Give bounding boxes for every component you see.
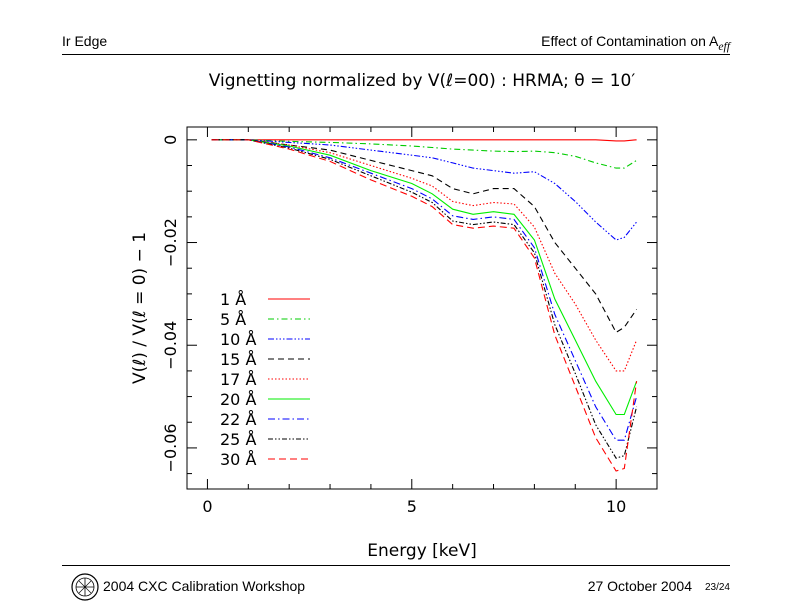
y-axis-label: V(ℓ) / V(ℓ = 0) − 1 [130,232,150,384]
x-tick-label: 10 [606,497,626,516]
legend-label: 25 Å [220,430,256,449]
series-line-7 [211,139,638,441]
legend-label: 22 Å [220,410,256,429]
chart-title: Vignetting normalized by V(ℓ=00) : HRMA;… [209,71,636,91]
header-title-text: Effect of Contamination on A [541,33,719,49]
series-line-5 [211,139,638,372]
header-rule [62,54,730,55]
series-line-1 [211,139,637,142]
series-line-9 [211,139,638,472]
header-title-subscript: eff [718,39,730,53]
y-tick-label: −0.06 [161,423,180,472]
footer-page-number: 23/24 [704,582,730,593]
cxc-logo-icon [71,573,99,601]
y-tick-label: 0 [161,135,180,145]
x-axis-label: Energy [keV] [367,541,477,561]
footer-rule [62,565,730,566]
legend-label: 10 Å [220,330,256,349]
series-line-2 [211,139,637,169]
legend-label: 30 Å [220,450,256,469]
series-line-6 [211,139,638,416]
header-section-title: Ir Edge [62,33,108,49]
series-line-3 [211,139,638,241]
x-tick-label: 5 [407,497,417,516]
series-line-4 [211,139,638,334]
x-tick-label: 0 [202,497,212,516]
series-line-8 [211,139,638,459]
y-tick-label: −0.02 [161,218,180,267]
footer-workshop: 2004 CXC Calibration Workshop [103,578,306,594]
legend-label: 5 Å [220,310,246,329]
legend-label: 17 Å [220,370,256,389]
legend-label: 1 Å [220,290,246,309]
plot-frame [186,126,658,490]
header-slide-title: Effect of Contamination on Aeff [541,33,730,53]
legend-label: 20 Å [220,390,256,409]
legend-label: 15 Å [220,350,256,369]
footer-date: 27 October 2004 [587,578,692,594]
y-tick-label: −0.04 [161,321,180,370]
